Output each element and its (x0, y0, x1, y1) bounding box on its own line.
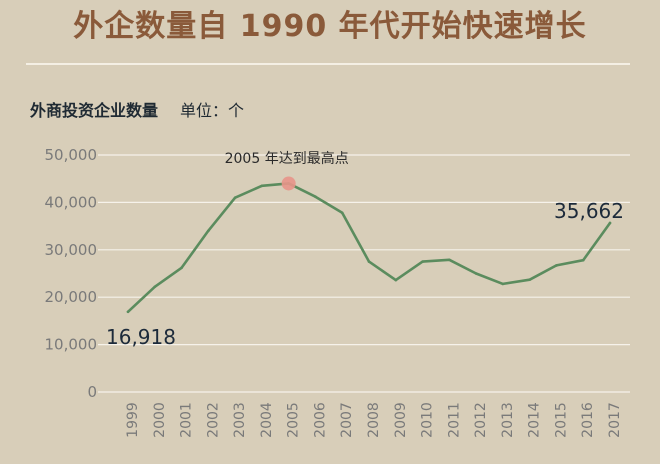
chart-title: 外企数量自 1990 年代开始快速增长 (73, 9, 587, 44)
y-tick-label: 0 (87, 383, 97, 401)
x-tick-label: 2001 (179, 402, 195, 438)
y-tick-label: 40,000 (45, 193, 98, 211)
last-value-label: 35,662 (554, 199, 624, 223)
data-point (394, 278, 398, 282)
y-tick-label: 30,000 (45, 241, 98, 259)
data-point (367, 260, 371, 263)
data-point (260, 184, 264, 188)
peak-annotation: 2005 年达到最高点 (225, 150, 349, 167)
data-point (474, 272, 478, 275)
y-tick-label: 10,000 (45, 336, 98, 354)
x-tick-label: 2014 (527, 402, 543, 438)
x-tick-label: 2011 (446, 402, 462, 438)
data-point (581, 258, 585, 262)
x-tick-label: 2017 (607, 402, 623, 438)
y-tick-label: 50,000 (45, 146, 98, 164)
x-tick-label: 2013 (500, 402, 516, 438)
data-point (314, 195, 317, 199)
x-tick-label: 2004 (259, 402, 275, 438)
data-point (528, 278, 531, 281)
data-point (501, 282, 505, 286)
data-point (448, 258, 451, 262)
x-tick-label: 2007 (339, 402, 355, 438)
peak-marker (281, 176, 296, 191)
x-tick-label: 2016 (580, 402, 596, 438)
x-tick-label: 2003 (232, 402, 248, 438)
title-divider (26, 63, 630, 65)
x-tick-label: 2006 (312, 402, 328, 438)
x-tick-label: 1999 (125, 402, 141, 438)
data-point (340, 211, 344, 215)
x-tick-label: 2010 (420, 402, 436, 438)
x-tick-label: 2008 (366, 402, 382, 438)
x-tick-label: 2012 (473, 402, 489, 438)
data-point (207, 229, 210, 233)
x-tick-label: 2009 (393, 402, 409, 438)
data-point (555, 264, 558, 267)
x-tick-label: 2015 (553, 402, 569, 438)
y-axis-label: 外商投资企业数量 (30, 101, 159, 120)
data-point (180, 266, 183, 270)
data-point (126, 310, 130, 314)
data-point (153, 285, 157, 289)
chart-subtitle: 外商投资企业数量 单位：个 (30, 97, 244, 121)
x-tick-label: 2000 (152, 402, 168, 438)
unit-label: 单位：个 (180, 101, 245, 120)
data-point (421, 260, 424, 263)
data-point (608, 221, 612, 225)
y-tick-label: 20,000 (45, 288, 98, 306)
x-tick-label: 2005 (286, 402, 302, 438)
first-value-label: 16,918 (106, 325, 176, 349)
x-tick-label: 2002 (205, 402, 221, 438)
data-point (233, 196, 237, 199)
